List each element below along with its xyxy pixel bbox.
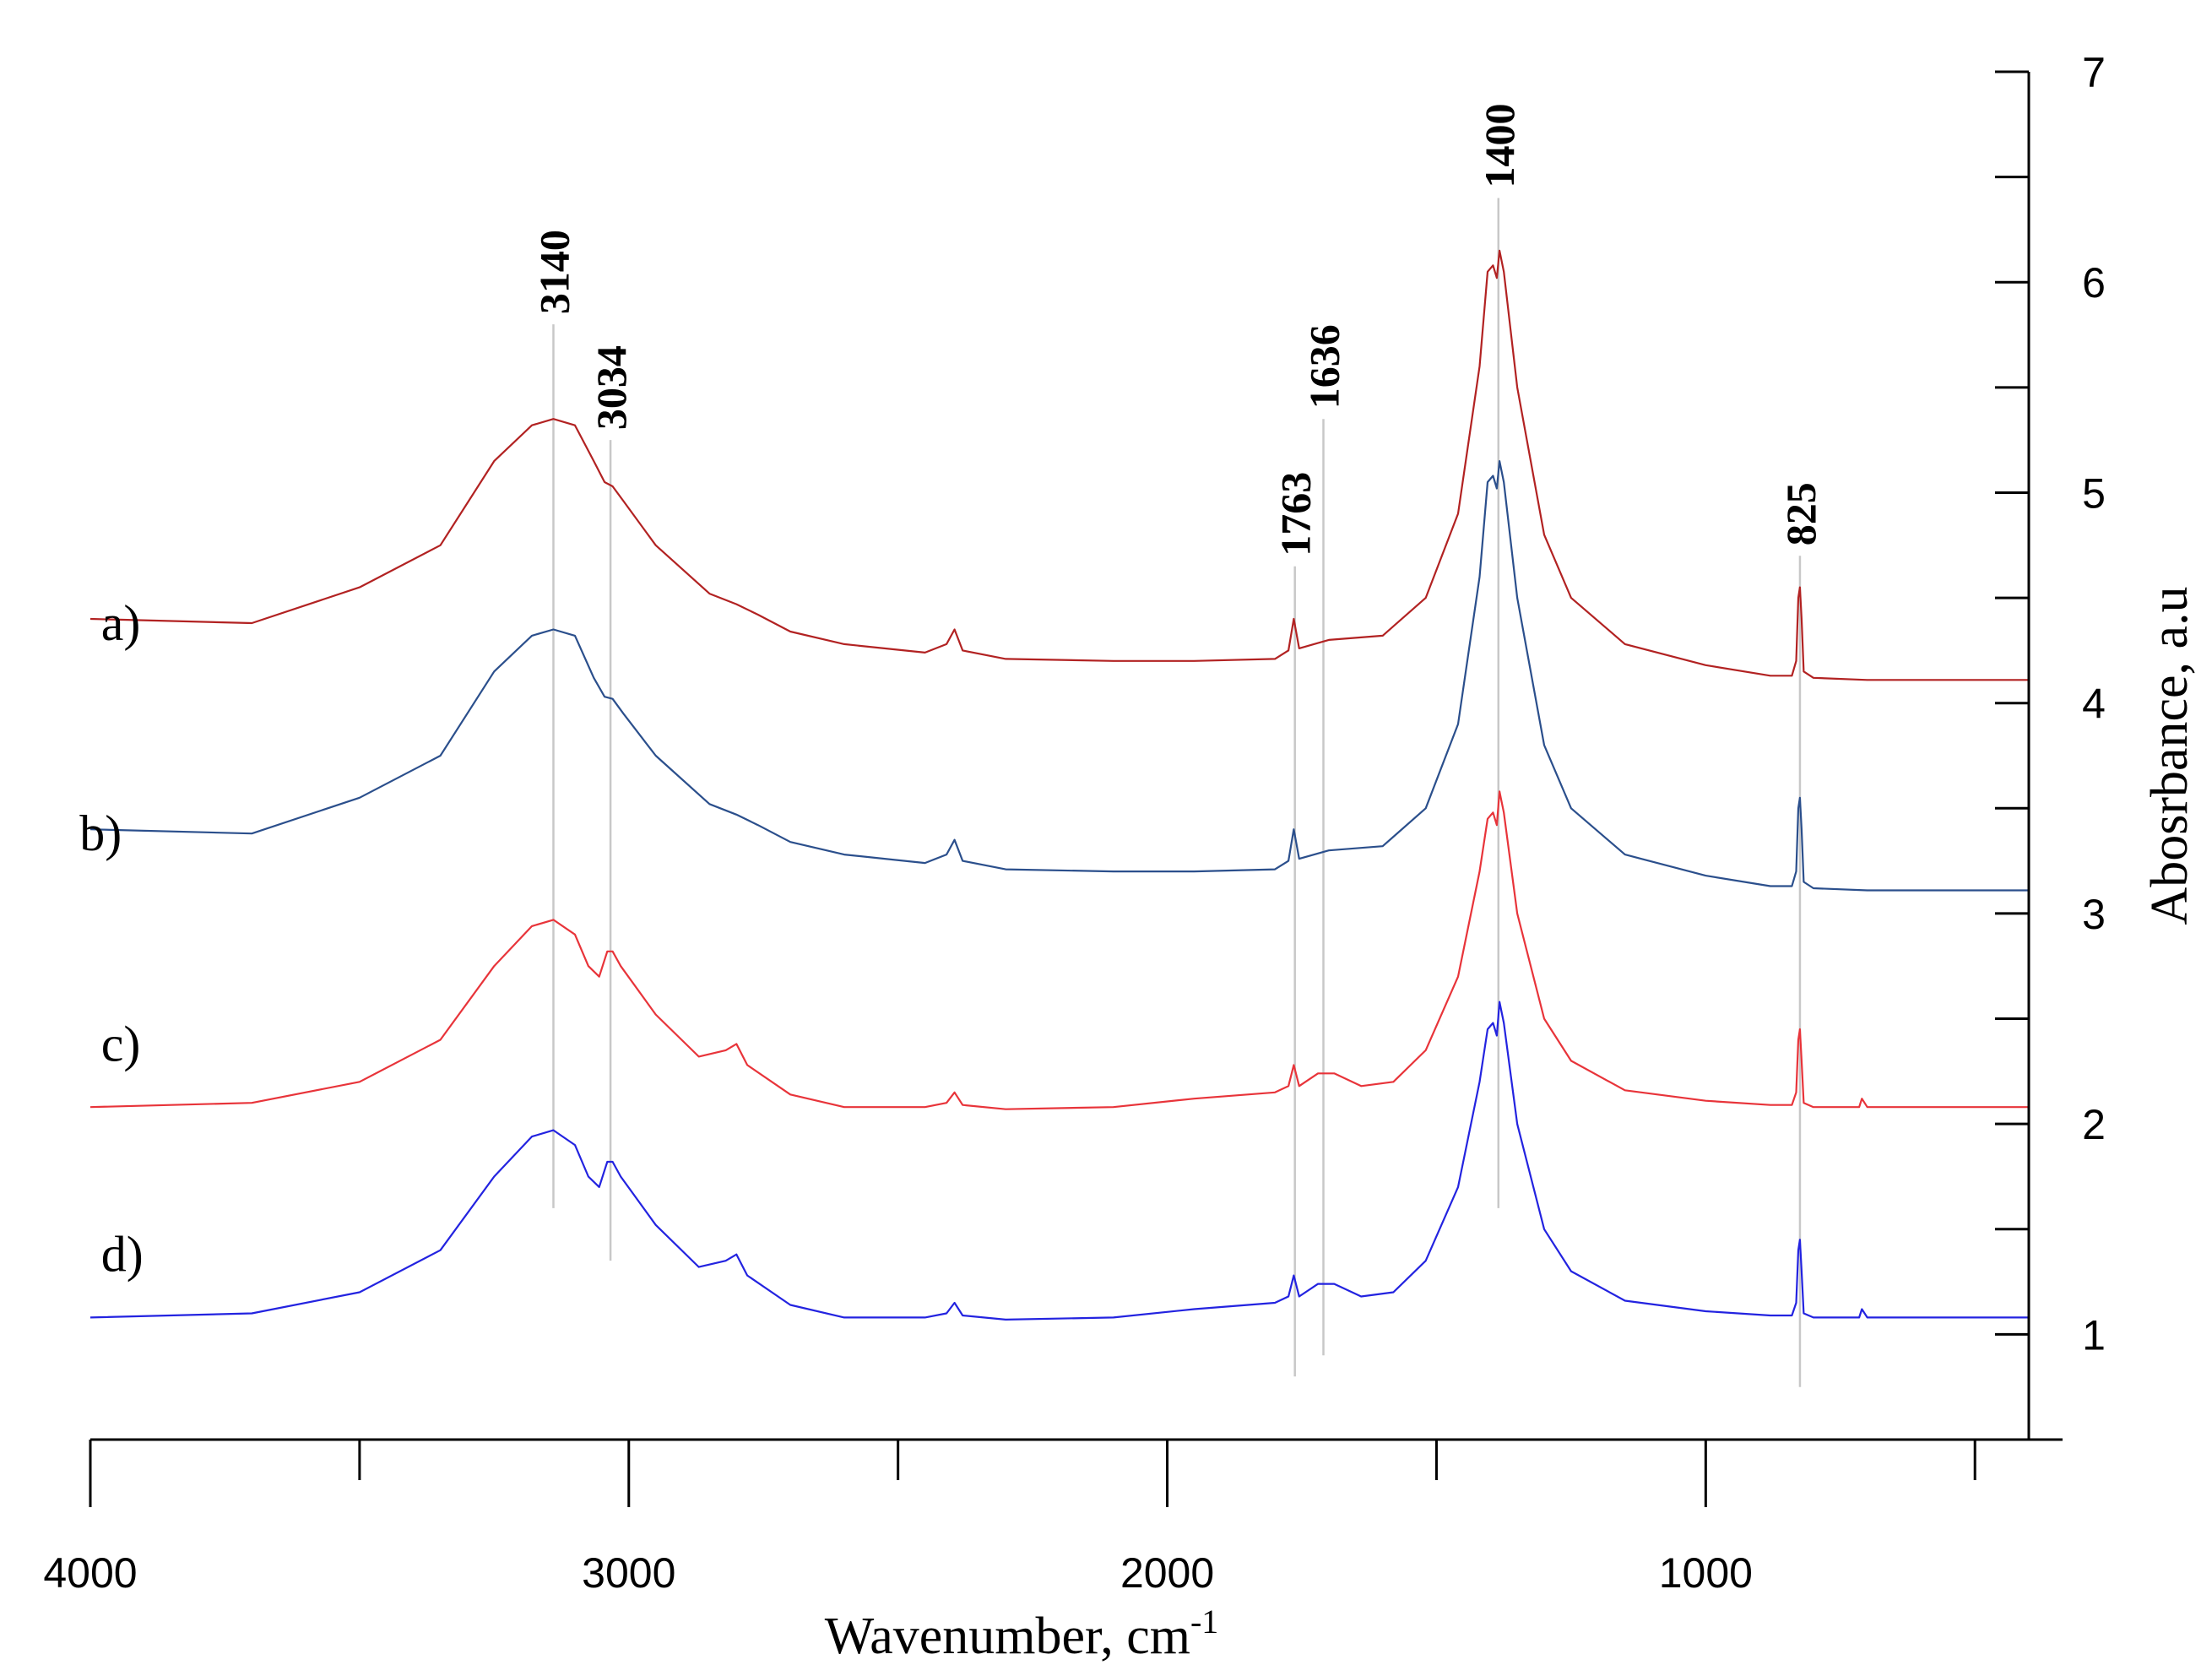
- series-label-b: b): [79, 805, 122, 861]
- axes: 4000 3000 2000 1000 1 2 3 4 5 6 7: [43, 49, 2106, 1597]
- peak-label: 3140: [530, 230, 577, 314]
- peak-label: 3034: [588, 345, 635, 430]
- y-tick-label: 6: [2082, 259, 2106, 306]
- peak-label: 825: [1777, 482, 1824, 545]
- peak-label: 1636: [1301, 324, 1348, 409]
- y-tick-label: 4: [2082, 681, 2106, 728]
- series-line-d: [89, 1001, 2029, 1321]
- x-axis-title-superscript: -1: [1190, 1603, 1218, 1641]
- series-label-a: a): [101, 595, 141, 651]
- x-tick-label: 1000: [1659, 1549, 1753, 1597]
- x-tick-label: 2000: [1120, 1549, 1214, 1597]
- series-line-b: [89, 460, 2029, 892]
- y-axis-title: Abosrbance, a.u: [2141, 586, 2198, 925]
- x-axis-title: Wavenumber, cm-1: [825, 1603, 1219, 1665]
- y-tick-label: 5: [2082, 469, 2106, 517]
- peak-label: 1763: [1272, 472, 1320, 556]
- y-tick-label: 3: [2082, 891, 2106, 938]
- x-tick-label: 4000: [43, 1549, 137, 1597]
- y-tick-label: 1: [2082, 1311, 2106, 1359]
- series-lines: [89, 249, 2029, 1321]
- peak-label: 1400: [1476, 104, 1523, 188]
- x-axis-title-text: Wavenumber, cm: [825, 1608, 1190, 1665]
- y-tick-label: 7: [2082, 49, 2106, 96]
- y-tick-label: 2: [2082, 1101, 2106, 1148]
- x-tick-label: 3000: [582, 1549, 675, 1597]
- series-label-d: d): [101, 1227, 144, 1283]
- y-ticks: 1 2 3 4 5 6 7: [1995, 49, 2106, 1441]
- series-labels: a) b) c) d): [79, 595, 143, 1283]
- series-line-c: [89, 790, 2029, 1110]
- series-line-a: [89, 249, 2029, 681]
- x-ticks: 4000 3000 2000 1000: [43, 1440, 1976, 1597]
- series-label-c: c): [101, 1016, 141, 1071]
